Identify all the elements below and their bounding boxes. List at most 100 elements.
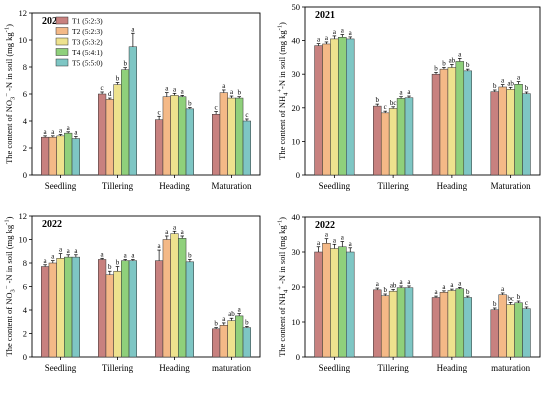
bar [431, 297, 441, 358]
bar [98, 93, 107, 176]
bar [185, 108, 194, 176]
significance-letter: a [165, 85, 169, 93]
bar [490, 309, 499, 358]
bar [185, 261, 194, 358]
bar [41, 266, 50, 358]
bar [314, 45, 323, 176]
significance-letter: c [245, 111, 248, 119]
significance-letter: d [108, 90, 112, 98]
bar [212, 328, 221, 358]
y-tick-label: 50 [292, 2, 301, 12]
significance-letter: b [517, 293, 521, 301]
panel-2021-nitrate: 0 2 4 6 8 10 12 2021 The content of NO3− -N in s… [4, 8, 261, 191]
significance-letter: c [384, 103, 387, 111]
y-tick-label: 20 [292, 282, 301, 292]
plot-frame [304, 6, 541, 176]
plot-frame [31, 12, 261, 176]
significance-letter: b [525, 84, 529, 92]
y-tick-label: 2 [23, 329, 27, 339]
x-tick-label: Maturation [491, 181, 531, 191]
significance-letter: c [215, 104, 218, 112]
x-tick-label: Tillering [102, 181, 134, 191]
bar [56, 135, 65, 176]
significance-letter: a [131, 25, 135, 33]
bar [170, 95, 179, 176]
y-axis-label: The content of NH4+ -N in soil (mg kg-1) [277, 217, 290, 357]
significance-letter: a [407, 278, 411, 286]
y-tick-label: 10 [292, 317, 301, 327]
plot-frame [304, 216, 541, 358]
significance-letter: a [458, 279, 462, 287]
y-tick-label: 0 [23, 352, 27, 362]
significance-letter: a [222, 82, 226, 90]
significance-letter: ab [390, 281, 397, 289]
significance-letter: b [108, 263, 112, 271]
bar [162, 96, 171, 176]
bar [396, 98, 406, 176]
significance-letter: a [325, 34, 329, 42]
y-tick-label: 12 [19, 211, 28, 221]
bar [113, 84, 122, 176]
bar [431, 73, 441, 176]
significance-letter: a [124, 251, 128, 259]
y-axis-label: The content of NH4+-N in soil (mg kg-1) [277, 22, 290, 160]
significance-letter: b [188, 251, 192, 259]
significance-letter: bc [507, 294, 514, 302]
y-tick-label: 30 [292, 69, 301, 79]
significance-letter: a [317, 36, 321, 44]
bar [447, 290, 457, 358]
bar [98, 259, 107, 358]
significance-letter: a [101, 250, 105, 258]
bar [170, 233, 179, 358]
bar [388, 108, 398, 176]
x-tick-label: Heading [159, 181, 190, 191]
y-tick-label: 8 [23, 62, 27, 72]
significance-letter: c [158, 108, 161, 116]
bar [314, 251, 323, 358]
legend-swatch [55, 48, 69, 56]
bar [227, 320, 236, 358]
y-tick-label: 30 [292, 247, 301, 257]
significance-letter: b [245, 318, 249, 326]
significance-letter: a [341, 27, 345, 35]
significance-letter: b [237, 89, 241, 97]
significance-letter: a [517, 74, 521, 82]
significance-letter: b [442, 59, 446, 67]
x-tick-label: maturation [491, 363, 530, 373]
y-tick-label: 4 [23, 116, 28, 126]
y-tick-label: 2 [23, 143, 27, 153]
x-tick-label: Seedling [45, 181, 77, 191]
bar [522, 308, 531, 358]
legend-label: T3 (5:3:2) [72, 38, 103, 47]
bar [212, 114, 221, 176]
significance-letter: a [230, 88, 234, 96]
bar [121, 260, 130, 358]
y-tick-label: 0 [296, 170, 300, 180]
significance-letter: ab [507, 79, 514, 87]
bar [178, 238, 187, 358]
significance-letter: a [44, 257, 48, 265]
significance-letter: ab [228, 310, 235, 318]
legend-swatch [55, 37, 69, 46]
x-tick-label: maturation [212, 363, 251, 373]
significance-letter: a [222, 315, 226, 323]
x-tick-label: Seedling [319, 181, 351, 191]
significance-letter: a [400, 89, 404, 97]
x-tick-label: Seedling [319, 363, 351, 373]
x-tick-label: Maturation [212, 181, 252, 191]
bar [373, 289, 382, 358]
bar [242, 327, 251, 358]
significance-letter: b [434, 65, 438, 73]
significance-letter: a [341, 234, 345, 242]
bar [41, 136, 50, 176]
significance-letter: a [173, 85, 177, 93]
bar [105, 274, 114, 358]
bar [178, 96, 187, 176]
bar [346, 38, 355, 176]
legend-label: T4 (5:4:1) [72, 48, 103, 57]
significance-letter: a [442, 283, 446, 291]
significance-letter: a [501, 77, 505, 85]
bar [155, 119, 164, 176]
y-tick-label: 12 [19, 8, 28, 18]
significance-letter: a [51, 128, 55, 136]
